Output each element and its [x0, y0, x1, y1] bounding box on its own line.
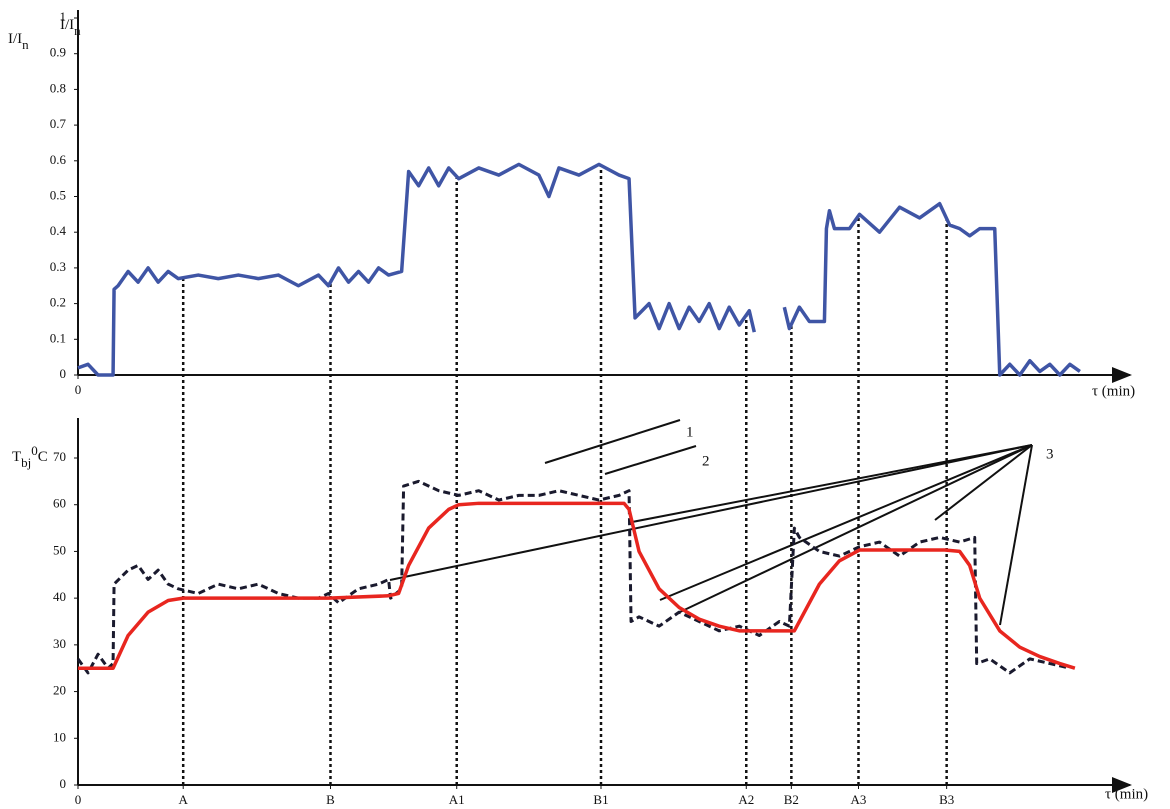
y-tick-label: 20: [53, 683, 66, 698]
y-axis-label: I/In: [8, 31, 29, 52]
x-axis-label: τ (min): [1092, 383, 1135, 399]
leader-lines: [389, 419, 1033, 626]
x-tick-label: B: [326, 792, 335, 807]
x-tick-label: B3: [939, 792, 954, 807]
y-tick-label: 0: [60, 776, 67, 791]
series-line: [77, 162, 1081, 377]
y-tick-label: 0.2: [50, 295, 66, 310]
annotation: 2: [702, 453, 710, 469]
x-tick-label: B1: [593, 792, 608, 807]
y-tick-label: 0.8: [50, 80, 66, 95]
y-tick-label: 0.5: [50, 187, 66, 202]
y-tick-label: 60: [53, 496, 66, 511]
x-tick-label: A1: [449, 792, 465, 807]
y-tick-label: 1: [60, 9, 67, 24]
y-tick-label: 50: [53, 542, 66, 557]
y-tick-label: 0: [60, 366, 67, 381]
x-tick-label: A3: [851, 792, 867, 807]
y-tick-label: 0.9: [50, 45, 66, 60]
annotation: 3: [1046, 446, 1054, 462]
y-tick-label: 30: [53, 636, 66, 651]
y-tick-label: 0.6: [50, 152, 67, 167]
y-axis-label: Tbj0C: [12, 443, 48, 470]
annotation: 1: [686, 424, 694, 440]
y-tick-label: 0.1: [50, 330, 66, 345]
y-tick-label: 0.4: [50, 223, 67, 238]
series-line: [76, 479, 1071, 675]
y-tick-label: 70: [53, 449, 66, 464]
x-tick-label: A: [179, 792, 189, 807]
y-tick-label: 40: [53, 589, 66, 604]
x-tick-label: 0: [75, 382, 82, 397]
series-line: [78, 501, 1076, 670]
x-axis-label: τ (min): [1105, 786, 1148, 802]
y-tick-label: 0.7: [50, 116, 67, 131]
x-tick-label: A2: [738, 792, 754, 807]
y-tick-label: 0.3: [50, 259, 66, 274]
x-tick-label: B2: [784, 792, 799, 807]
x-tick-label: 0: [75, 792, 82, 807]
y-tick-label: 10: [53, 729, 66, 744]
